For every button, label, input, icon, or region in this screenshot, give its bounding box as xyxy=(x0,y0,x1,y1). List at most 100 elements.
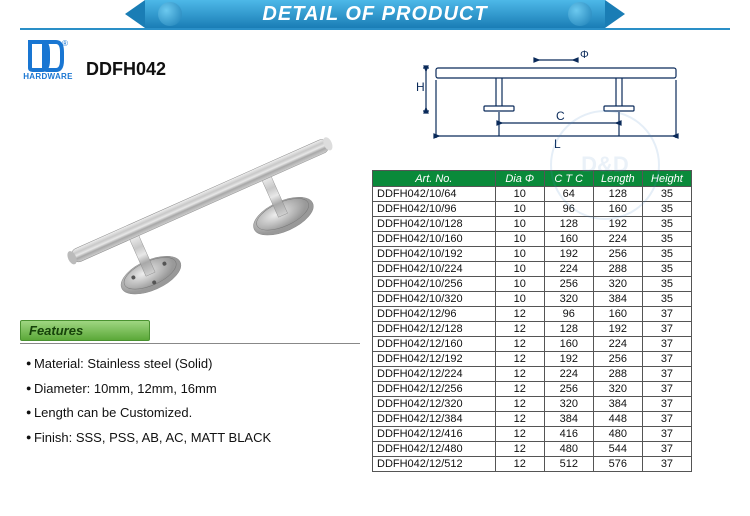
table-cell: 10 xyxy=(495,202,544,217)
table-cell: DDFH042/10/64 xyxy=(373,187,496,202)
table-cell: 480 xyxy=(593,427,642,442)
table-cell: 192 xyxy=(544,247,593,262)
table-cell: 35 xyxy=(642,232,691,247)
table-cell: 35 xyxy=(642,262,691,277)
table-cell: 12 xyxy=(495,307,544,322)
table-row: DDFH042/12/5121251257637 xyxy=(373,457,692,472)
table-cell: 12 xyxy=(495,337,544,352)
table-cell: 37 xyxy=(642,337,691,352)
table-cell: 35 xyxy=(642,217,691,232)
logo-row: ® HARDWARE DDFH042 xyxy=(20,38,360,86)
label-phi: Φ xyxy=(580,49,589,61)
table-cell: 160 xyxy=(593,202,642,217)
table-header-cell: Dia Φ xyxy=(495,171,544,187)
table-cell: DDFH042/12/512 xyxy=(373,457,496,472)
banner-underline xyxy=(20,28,730,30)
table-cell: 384 xyxy=(544,412,593,427)
table-cell: 224 xyxy=(544,367,593,382)
table-cell: DDFH042/12/224 xyxy=(373,367,496,382)
table-row: DDFH042/10/1601016022435 xyxy=(373,232,692,247)
table-header-cell: Art. No. xyxy=(373,171,496,187)
table-row: DDFH042/12/1601216022437 xyxy=(373,337,692,352)
features-item: Diameter: 10mm, 12mm, 16mm xyxy=(26,377,360,402)
table-cell: 12 xyxy=(495,412,544,427)
table-cell: 10 xyxy=(495,217,544,232)
table-cell: 64 xyxy=(544,187,593,202)
table-cell: 224 xyxy=(544,262,593,277)
table-cell: DDFH042/10/128 xyxy=(373,217,496,232)
table-row: DDFH042/12/1921219225637 xyxy=(373,352,692,367)
table-row: DDFH042/12/96129616037 xyxy=(373,307,692,322)
technical-drawing: H Φ C L xyxy=(372,38,730,168)
table-row: DDFH042/10/3201032038435 xyxy=(373,292,692,307)
table-header-row: Art. No.Dia ΦC T CLengthHeight xyxy=(373,171,692,187)
table-header-cell: Length xyxy=(593,171,642,187)
table-cell: 256 xyxy=(544,382,593,397)
table-cell: 192 xyxy=(593,322,642,337)
table-cell: 96 xyxy=(544,307,593,322)
table-cell: 37 xyxy=(642,427,691,442)
table-cell: 320 xyxy=(544,397,593,412)
table-cell: 10 xyxy=(495,232,544,247)
features-list: Material: Stainless steel (Solid)Diamete… xyxy=(20,352,360,451)
table-cell: 37 xyxy=(642,352,691,367)
table-row: DDFH042/12/2561225632037 xyxy=(373,382,692,397)
table-cell: 512 xyxy=(544,457,593,472)
table-cell: 128 xyxy=(544,322,593,337)
banner-title: DETAIL OF PRODUCT xyxy=(262,3,487,26)
table-cell: 96 xyxy=(544,202,593,217)
table-cell: 37 xyxy=(642,397,691,412)
product-image xyxy=(20,88,360,318)
table-cell: DDFH042/12/416 xyxy=(373,427,496,442)
table-cell: DDFH042/12/384 xyxy=(373,412,496,427)
table-cell: 576 xyxy=(593,457,642,472)
table-cell: 160 xyxy=(593,307,642,322)
table-cell: 37 xyxy=(642,442,691,457)
table-row: DDFH042/12/3201232038437 xyxy=(373,397,692,412)
brand-logo: ® HARDWARE xyxy=(20,38,76,86)
table-cell: 224 xyxy=(593,232,642,247)
table-row: DDFH042/12/4161241648037 xyxy=(373,427,692,442)
table-row: DDFH042/10/1921019225635 xyxy=(373,247,692,262)
logo-icon: ® xyxy=(26,38,70,72)
table-cell: 35 xyxy=(642,277,691,292)
table-cell: DDFH042/10/224 xyxy=(373,262,496,277)
table-cell: 416 xyxy=(544,427,593,442)
table-cell: DDFH042/12/256 xyxy=(373,382,496,397)
table-cell: 384 xyxy=(593,397,642,412)
table-header-cell: Height xyxy=(642,171,691,187)
table-body: DDFH042/10/64106412835DDFH042/10/9610961… xyxy=(373,187,692,472)
features-divider xyxy=(20,343,360,344)
table-cell: 192 xyxy=(593,217,642,232)
table-cell: 384 xyxy=(593,292,642,307)
table-cell: DDFH042/12/96 xyxy=(373,307,496,322)
table-row: DDFH042/10/2561025632035 xyxy=(373,277,692,292)
table-cell: 256 xyxy=(544,277,593,292)
table-row: DDFH042/10/2241022428835 xyxy=(373,262,692,277)
table-cell: 12 xyxy=(495,322,544,337)
banner-ribbon: DETAIL OF PRODUCT xyxy=(145,0,605,28)
table-cell: 35 xyxy=(642,292,691,307)
table-cell: 12 xyxy=(495,427,544,442)
features-item: Length can be Customized. xyxy=(26,401,360,426)
table-cell: DDFH042/12/160 xyxy=(373,337,496,352)
table-cell: DDFH042/12/128 xyxy=(373,322,496,337)
table-cell: 35 xyxy=(642,247,691,262)
table-cell: DDFH042/12/480 xyxy=(373,442,496,457)
table-cell: 37 xyxy=(642,457,691,472)
table-cell: 160 xyxy=(544,337,593,352)
table-cell: 128 xyxy=(593,187,642,202)
table-cell: 10 xyxy=(495,277,544,292)
table-cell: DDFH042/10/320 xyxy=(373,292,496,307)
table-cell: 320 xyxy=(544,292,593,307)
table-row: DDFH042/12/1281212819237 xyxy=(373,322,692,337)
spec-table: Art. No.Dia ΦC T CLengthHeight DDFH042/1… xyxy=(372,170,692,472)
table-header-cell: C T C xyxy=(544,171,593,187)
table-cell: 544 xyxy=(593,442,642,457)
product-code: DDFH042 xyxy=(86,59,166,86)
table-cell: DDFH042/10/96 xyxy=(373,202,496,217)
label-l: L xyxy=(554,137,561,151)
banner: DETAIL OF PRODUCT xyxy=(0,0,750,32)
table-row: DDFH042/12/2241222428837 xyxy=(373,367,692,382)
table-cell: DDFH042/12/192 xyxy=(373,352,496,367)
